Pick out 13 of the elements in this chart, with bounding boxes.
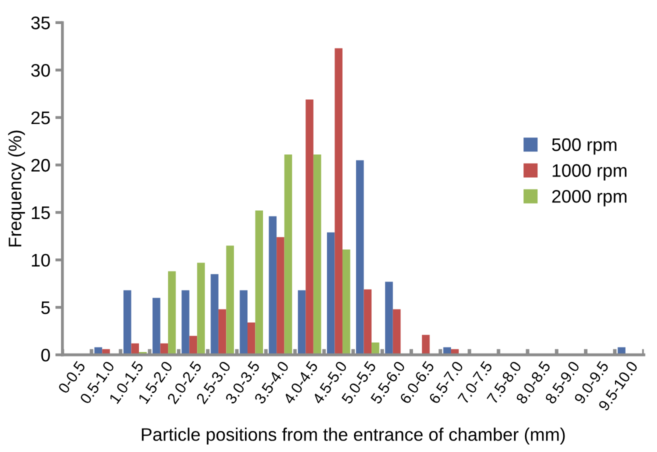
y-tick-label: 20 bbox=[31, 158, 50, 172]
x-axis-title: Particle positions from the entrance of chamber (mm) bbox=[142, 428, 565, 444]
y-axis-title: Frequency (%) bbox=[8, 130, 25, 246]
y-tick-label: 5 bbox=[41, 301, 50, 314]
y-tick-label: 15 bbox=[32, 206, 50, 220]
y-tick-label: 0 bbox=[41, 348, 50, 362]
legend-label: 2000 rpm bbox=[552, 190, 626, 206]
legend-label: 500 rpm bbox=[552, 138, 616, 155]
y-tick-label: 10 bbox=[32, 254, 50, 267]
y-tick-label: 30 bbox=[31, 64, 50, 77]
y-tick-label: 25 bbox=[31, 111, 50, 124]
y-tick-label: 35 bbox=[31, 16, 50, 30]
legend-label: 1000 rpm bbox=[552, 164, 626, 181]
